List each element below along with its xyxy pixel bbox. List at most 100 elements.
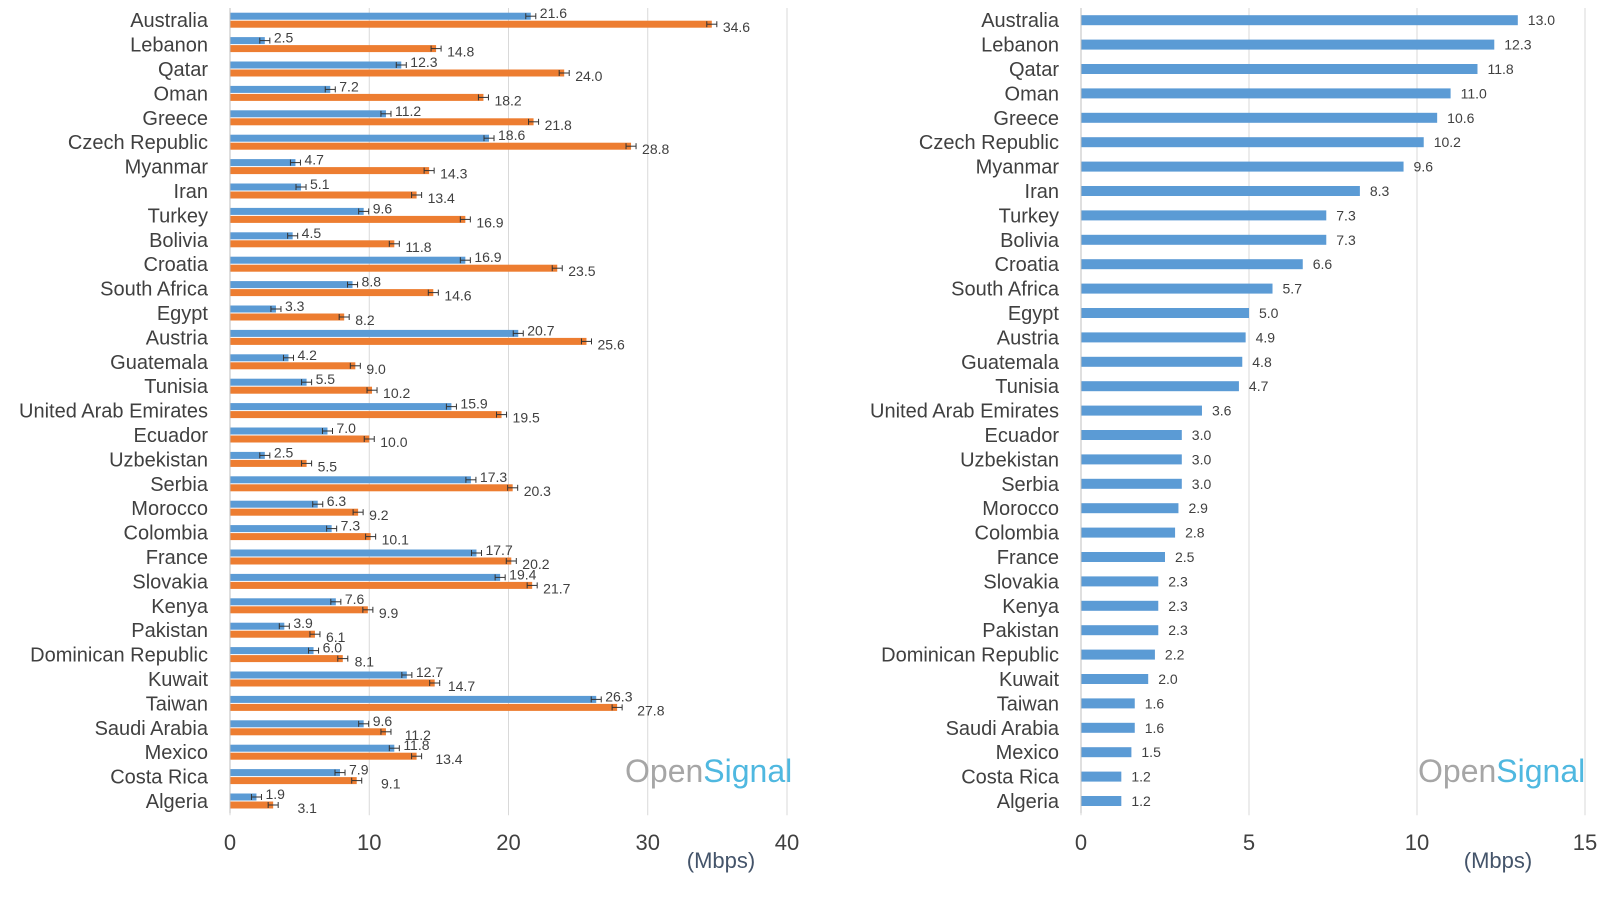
bar-blue xyxy=(230,622,285,630)
bar-blue xyxy=(230,744,395,752)
bar-orange xyxy=(230,93,484,101)
bar-blue xyxy=(1081,430,1182,440)
category-label: Austria xyxy=(146,327,209,349)
data-label-blue: 4.2 xyxy=(297,347,317,363)
category-label: Czech Republic xyxy=(68,132,208,154)
data-label-orange: 27.8 xyxy=(637,702,664,718)
data-label: 1.6 xyxy=(1145,720,1165,736)
bar-orange xyxy=(230,362,356,370)
data-label-blue: 6.0 xyxy=(323,640,343,656)
data-label: 10.2 xyxy=(1434,134,1461,150)
watermark-signal: Signal xyxy=(703,753,792,789)
data-label: 2.2 xyxy=(1165,647,1185,663)
data-label-blue: 4.7 xyxy=(304,152,324,168)
data-label-blue: 11.8 xyxy=(403,737,429,753)
x-tick-label: 40 xyxy=(775,830,799,855)
data-label: 2.3 xyxy=(1168,598,1188,614)
x-tick-label: 5 xyxy=(1243,830,1255,855)
bar-orange xyxy=(230,801,274,809)
category-label: Oman xyxy=(154,83,208,105)
category-label: Algeria xyxy=(146,791,209,813)
bar-blue xyxy=(230,378,307,386)
bar-orange xyxy=(230,45,437,53)
data-label-orange: 25.6 xyxy=(597,336,624,352)
category-label: France xyxy=(146,547,208,569)
bar-orange xyxy=(230,386,373,394)
bar-blue xyxy=(230,305,276,313)
category-label: Lebanon xyxy=(981,35,1059,57)
bar-orange xyxy=(230,728,386,736)
data-label-orange: 18.2 xyxy=(494,92,521,108)
x-tick-label: 0 xyxy=(1075,830,1087,855)
category-label: Myanmar xyxy=(976,157,1060,179)
data-label: 5.7 xyxy=(1283,281,1303,297)
bar-blue xyxy=(1081,771,1122,782)
data-label: 11.8 xyxy=(1487,61,1513,77)
x-tick-label: 15 xyxy=(1573,830,1597,855)
data-label-blue: 7.0 xyxy=(336,420,356,436)
bar-blue xyxy=(1081,64,1478,74)
category-label: Guatemala xyxy=(110,352,209,374)
data-label-orange: 11.2 xyxy=(405,727,431,743)
bar-orange xyxy=(230,20,712,28)
category-label: Czech Republic xyxy=(919,132,1059,154)
category-label: Australia xyxy=(981,10,1060,32)
category-label: Kenya xyxy=(151,596,209,618)
bar-blue xyxy=(230,256,466,264)
bar-blue xyxy=(1081,796,1122,806)
bar-blue xyxy=(1081,552,1165,562)
category-label: Taiwan xyxy=(146,693,208,715)
bar-blue xyxy=(1081,15,1518,26)
bar-blue xyxy=(230,451,265,459)
data-label-blue: 15.9 xyxy=(460,396,487,412)
category-label: Pakistan xyxy=(982,620,1059,642)
data-label-orange: 23.5 xyxy=(568,263,595,279)
data-label-blue: 3.9 xyxy=(293,615,313,631)
bar-blue xyxy=(230,403,452,411)
bar-blue xyxy=(230,525,332,533)
bar-blue xyxy=(230,110,386,118)
data-label-blue: 12.7 xyxy=(416,664,443,680)
bar-blue xyxy=(1081,137,1424,148)
category-label: Greece xyxy=(993,108,1059,130)
data-label-blue: 21.6 xyxy=(540,5,567,21)
data-label: 12.3 xyxy=(1504,37,1531,53)
bar-blue xyxy=(1081,332,1246,343)
category-label: Oman xyxy=(1005,83,1059,105)
data-label-blue: 9.6 xyxy=(373,200,393,216)
bar-orange xyxy=(230,264,558,272)
category-label: France xyxy=(997,547,1059,569)
data-label: 4.9 xyxy=(1256,329,1276,345)
category-label: South Africa xyxy=(951,279,1060,301)
data-label: 1.2 xyxy=(1131,769,1151,785)
category-label: Saudi Arabia xyxy=(946,718,1060,740)
category-label: Dominican Republic xyxy=(881,645,1059,667)
bar-blue xyxy=(230,354,289,362)
data-label-blue: 17.3 xyxy=(480,469,507,485)
category-label: Turkey xyxy=(999,205,1059,227)
bar-orange xyxy=(230,313,345,321)
watermark-open: Open xyxy=(1418,753,1496,789)
category-label: Kenya xyxy=(1002,596,1060,618)
bar-orange xyxy=(230,167,430,175)
data-label-orange: 10.2 xyxy=(383,385,410,401)
bar-blue xyxy=(1081,625,1159,636)
category-label: Australia xyxy=(130,10,209,32)
bar-blue xyxy=(1081,308,1249,318)
bar-orange xyxy=(230,337,587,345)
category-label: Iran xyxy=(1025,181,1059,203)
bar-orange xyxy=(230,289,434,297)
bar-blue xyxy=(230,134,490,142)
category-label: Kuwait xyxy=(148,669,208,691)
category-label: Bolivia xyxy=(149,230,209,252)
bar-blue xyxy=(1081,283,1273,294)
bar-blue xyxy=(1081,405,1202,416)
data-label-orange: 5.5 xyxy=(318,458,338,474)
data-label-orange: 16.9 xyxy=(476,214,503,230)
data-label: 7.3 xyxy=(1336,207,1356,223)
data-label-orange: 14.6 xyxy=(444,288,471,304)
data-label: 2.0 xyxy=(1158,671,1178,687)
category-label: Greece xyxy=(142,108,208,130)
bar-blue xyxy=(230,647,314,655)
